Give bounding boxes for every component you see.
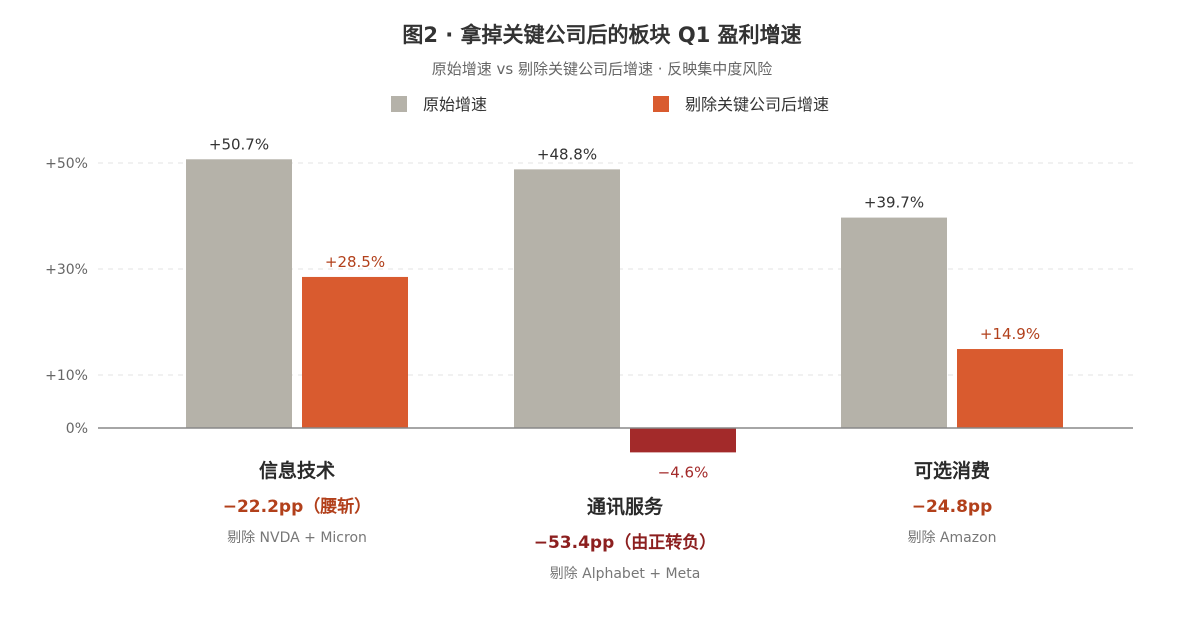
y-axis: +50% +30% +10% 0% bbox=[45, 156, 88, 437]
data-label: +39.7% bbox=[864, 194, 924, 212]
bar-original bbox=[841, 217, 947, 428]
legend: 原始增速 剔除关键公司后增速 bbox=[391, 95, 829, 114]
category-label: 通讯服务 bbox=[587, 495, 664, 518]
legend-swatch-adjusted bbox=[653, 96, 669, 112]
data-label: +48.8% bbox=[537, 145, 597, 163]
legend-swatch-original bbox=[391, 96, 407, 112]
delta-annotation: −24.8pp bbox=[912, 497, 993, 517]
legend-label-adjusted: 剔除关键公司后增速 bbox=[685, 95, 829, 114]
excluded-note: 剔除 Alphabet + Meta bbox=[550, 566, 701, 582]
y-tick-label: +30% bbox=[45, 262, 88, 278]
excluded-note: 剔除 Amazon bbox=[907, 530, 996, 546]
excluded-note: 剔除 NVDA + Micron bbox=[227, 530, 367, 546]
bar-original bbox=[186, 159, 292, 429]
data-label: +28.5% bbox=[325, 253, 385, 271]
bar-original bbox=[514, 169, 620, 429]
category-label: 可选消费 bbox=[914, 459, 990, 482]
bar-adjusted bbox=[302, 276, 408, 428]
y-tick-label: +10% bbox=[45, 368, 88, 384]
legend-label-original: 原始增速 bbox=[423, 95, 487, 114]
data-label: −4.6% bbox=[658, 463, 709, 481]
chart-title: 图2 · 拿掉关键公司后的板块 Q1 盈利增速 bbox=[402, 23, 801, 47]
category-label: 信息技术 bbox=[259, 459, 335, 482]
data-label: +50.7% bbox=[209, 135, 269, 153]
bar-adjusted bbox=[630, 428, 736, 453]
value-labels: +50.7% +28.5% +48.8% −4.6% +39.7% +14.9% bbox=[209, 135, 1040, 481]
y-tick-label: +50% bbox=[45, 156, 88, 172]
delta-annotation: −22.2pp（腰斩） bbox=[223, 496, 372, 517]
chart-subtitle: 原始增速 vs 剔除关键公司后增速 · 反映集中度风险 bbox=[432, 60, 773, 78]
delta-annotation: −53.4pp（由正转负） bbox=[534, 532, 717, 553]
category-labels: 信息技术 −22.2pp（腰斩） 剔除 NVDA + Micron 通讯服务 −53.4… bbox=[223, 459, 997, 582]
data-label: +14.9% bbox=[980, 325, 1040, 343]
bars bbox=[186, 159, 1063, 453]
y-tick-label: 0% bbox=[66, 421, 88, 437]
bar-adjusted bbox=[957, 349, 1063, 428]
